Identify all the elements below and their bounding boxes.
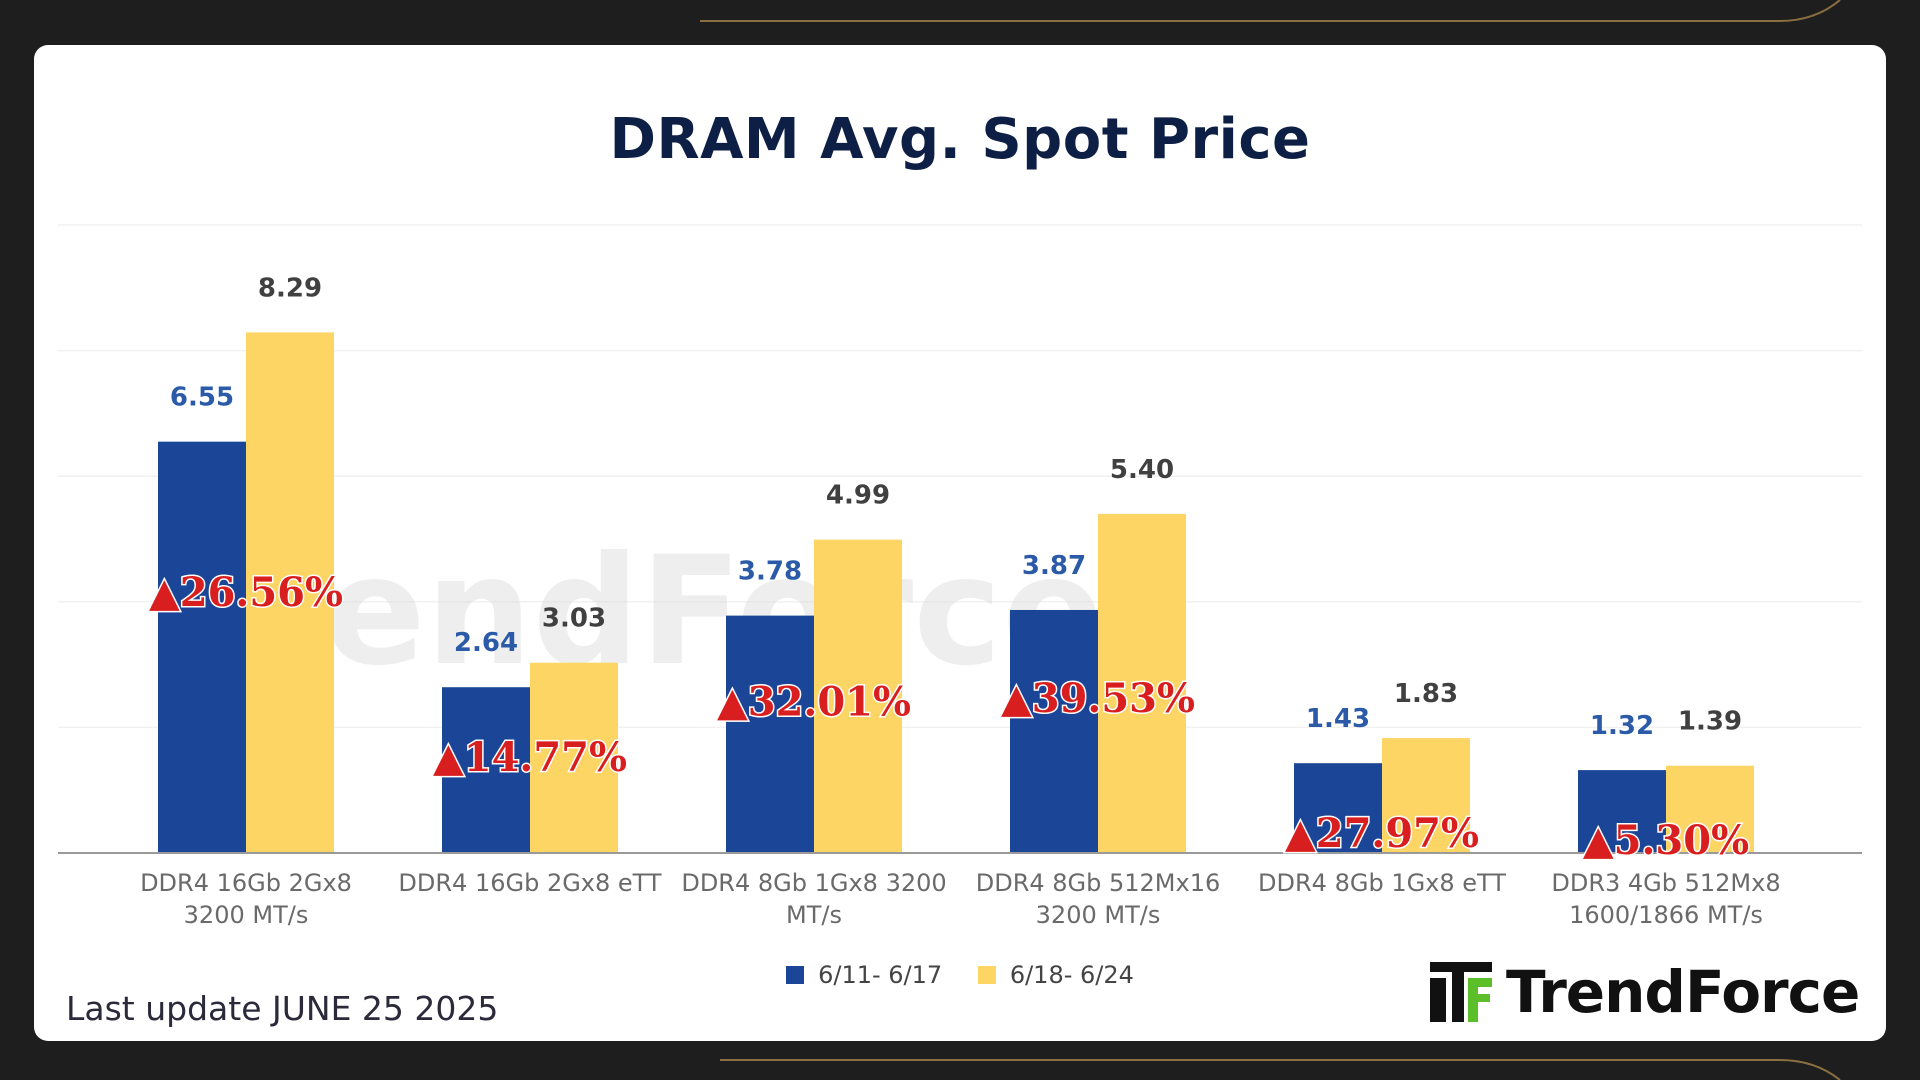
legend-swatch-series1: [786, 966, 805, 984]
change-percent-label: ▲26.56%: [149, 569, 343, 616]
category-label: MT/s: [786, 901, 842, 929]
value-label: 3.03: [542, 604, 606, 634]
bar-series1: [726, 615, 814, 853]
legend-swatch-series2: [977, 966, 996, 984]
legend-label-series1: 6/11- 6/17: [818, 961, 943, 989]
chart-title: DRAM Avg. Spot Price: [609, 107, 1311, 172]
legend-item-series1: 6/11- 6/17: [786, 961, 942, 989]
change-percent-label: ▲14.77%: [433, 734, 627, 781]
trendforce-logo: TrendForce: [1430, 957, 1860, 1027]
legend: 6/11- 6/17 6/18- 6/24: [34, 961, 1886, 990]
value-labels: 6.55 8.29 2.64 3.03 3.78 4.99 3.87 5.40 1.43 1.83…: [170, 273, 1742, 741]
change-percent-label: ▲27.97%: [1285, 810, 1479, 857]
bar-series1: [1010, 609, 1098, 853]
category-label: DDR4 16Gb 2Gx8: [140, 869, 352, 897]
value-label: 5.40: [1110, 455, 1174, 485]
legend-label-series2: 6/18- 6/24: [1009, 961, 1134, 989]
category-label: 3200 MT/s: [1036, 901, 1161, 929]
bar-series2: [246, 332, 334, 853]
category-label: DDR4 8Gb 1Gx8 3200: [681, 869, 946, 897]
change-labels: ▲26.56% ▲14.77% ▲32.01% ▲39.53% ▲27.97% ▲5.30…: [147, 567, 1750, 865]
value-label: 3.78: [738, 557, 802, 587]
bar-series2: [1666, 765, 1754, 853]
value-label: 3.87: [1022, 551, 1086, 581]
bar-series2: [814, 539, 902, 853]
category-label: DDR4 8Gb 1Gx8 eTT: [1258, 869, 1506, 897]
value-label: 4.99: [826, 481, 890, 511]
change-percent-label: ▲39.53%: [1001, 675, 1195, 722]
value-label: 1.39: [1678, 707, 1742, 737]
category-label: DDR4 16Gb 2Gx8 eTT: [398, 869, 662, 897]
category-label: 1600/1866 MT/s: [1569, 901, 1763, 929]
value-label: 1.83: [1394, 679, 1458, 709]
chart-card: DRAM Avg. Spot Price TrendForce 6.55 8.29…: [34, 45, 1886, 1041]
bar-series2: [530, 662, 618, 853]
bar-series1: [1294, 763, 1382, 853]
bar-chart: TrendForce 6.558.292.643.033.784.993.875…: [58, 224, 1862, 929]
bar-series1: [158, 441, 246, 853]
category-label: 3200 MT/s: [184, 901, 309, 929]
category-labels: DDR4 16Gb 2Gx8 3200 MT/s DDR4 16Gb 2Gx8 eT…: [140, 869, 1781, 929]
bar-series1: [442, 687, 530, 853]
value-label: 6.55: [170, 383, 234, 413]
last-update-text: Last update JUNE 25 2025: [66, 989, 499, 1028]
trendforce-logo-icon: [1430, 962, 1492, 1022]
value-label: 1.32: [1590, 711, 1654, 741]
value-label: 2.64: [454, 628, 518, 658]
value-label: 1.43: [1306, 704, 1370, 734]
value-label: 8.29: [258, 273, 322, 303]
trendforce-logo-text: TrendForce: [1506, 958, 1860, 1026]
legend-item-series2: 6/18- 6/24: [977, 961, 1134, 989]
change-percent-label: ▲32.01%: [717, 678, 911, 725]
bar-series2: [1382, 738, 1470, 853]
category-label: DDR4 8Gb 512Mx16: [976, 869, 1221, 897]
bar-series2: [1098, 513, 1186, 853]
gridlines: [58, 224, 1862, 729]
bars: [158, 332, 1754, 853]
category-label: DDR3 4Gb 512Mx8: [1551, 869, 1780, 897]
bar-series1: [1578, 770, 1666, 853]
change-percent-label: ▲5.30%: [1583, 817, 1749, 864]
